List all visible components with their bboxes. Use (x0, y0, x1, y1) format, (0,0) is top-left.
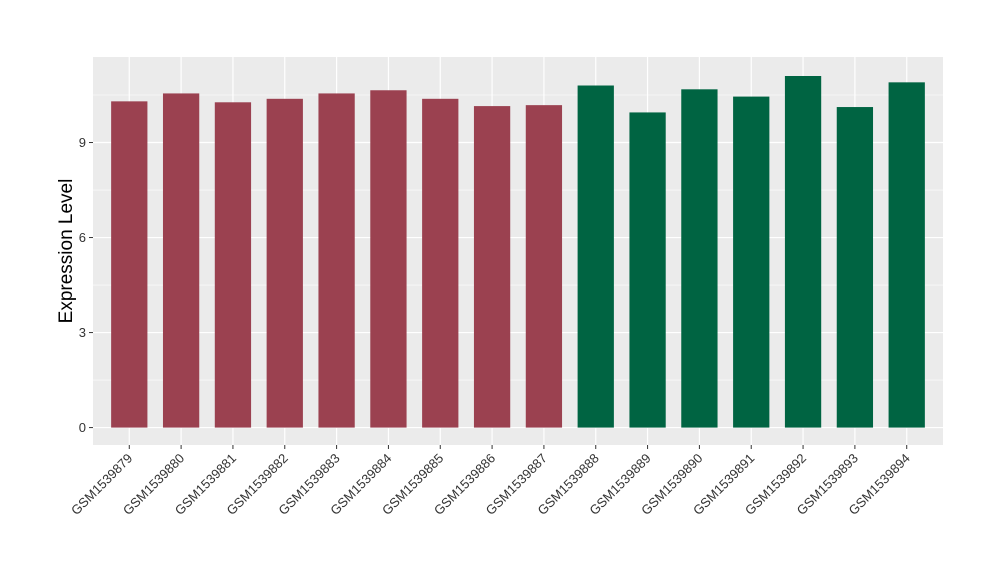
bar-GSM1539889 (629, 112, 666, 428)
y-tick-label: 6 (79, 230, 86, 245)
bar-GSM1539891 (733, 96, 770, 428)
y-axis-title: Expression Level (56, 179, 77, 324)
bar-GSM1539885 (422, 98, 459, 428)
y-axis: 0 3 6 9 (79, 135, 93, 435)
bar-GSM1539887 (525, 105, 563, 428)
bar-GSM1539880 (162, 93, 200, 428)
bar-GSM1539894 (888, 82, 925, 428)
bar-GSM1539879 (111, 101, 148, 428)
bar-GSM1539890 (681, 89, 718, 428)
bar-GSM1539888 (577, 85, 614, 428)
bar-GSM1539886 (473, 106, 511, 428)
x-axis: GSM1539879GSM1539880GSM1539881GSM1539882… (68, 445, 913, 518)
bar-GSM1539893 (836, 107, 874, 428)
y-tick-label: 9 (79, 135, 86, 150)
bar-GSM1539892 (784, 76, 822, 428)
y-tick-label: 0 (79, 420, 86, 435)
y-tick-label: 3 (79, 325, 86, 340)
bar-GSM1539884 (370, 90, 407, 428)
bars (111, 76, 925, 428)
bar-GSM1539882 (266, 98, 303, 428)
bar-GSM1539883 (318, 93, 355, 428)
bar-GSM1539881 (214, 102, 252, 428)
